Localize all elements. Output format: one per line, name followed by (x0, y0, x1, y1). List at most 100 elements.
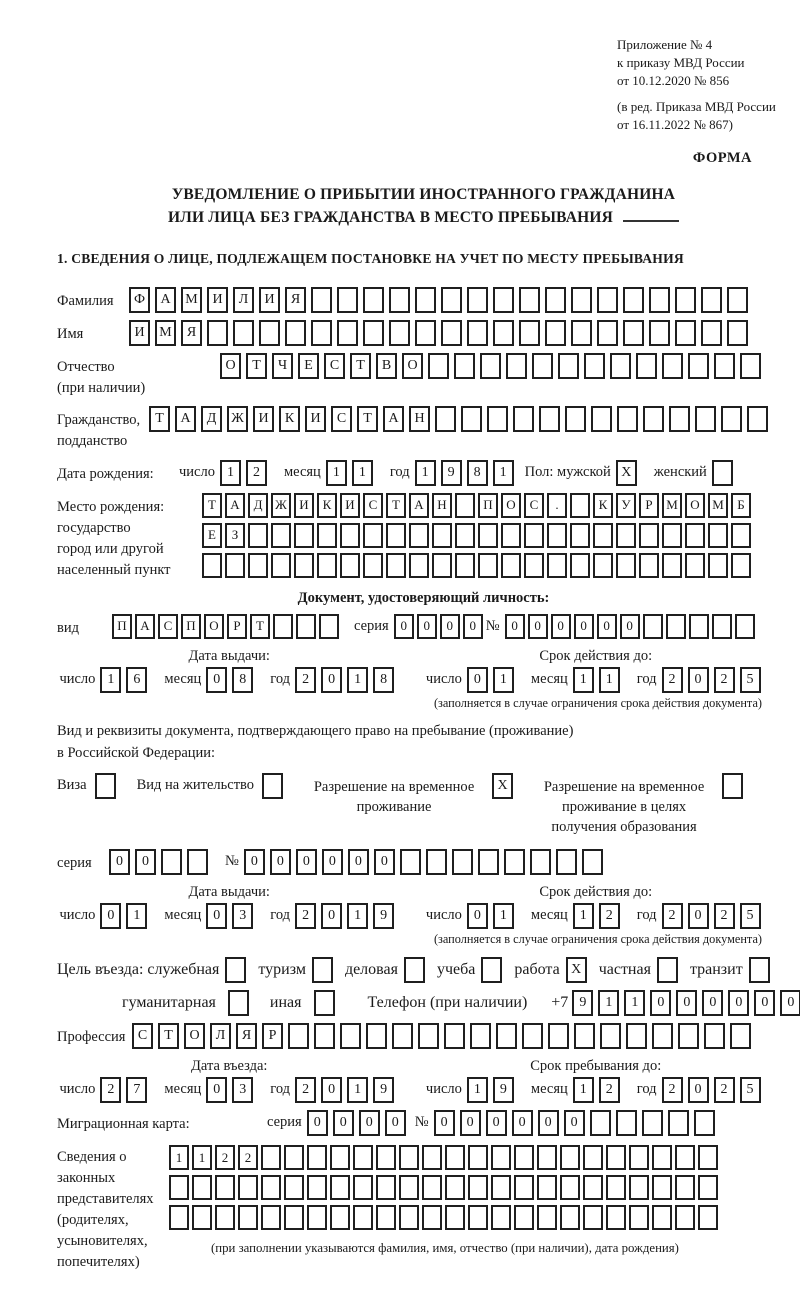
birth-place-row1-cell-15[interactable]: . (547, 492, 567, 518)
citizenship-cell-3[interactable]: Ж (227, 406, 248, 433)
birth-place-row2-cell-10[interactable] (432, 522, 452, 548)
birth-place-row3-cell-8[interactable] (386, 552, 406, 578)
representatives-row1-cell-10[interactable] (399, 1145, 419, 1171)
profession-cell-20[interactable] (652, 1023, 673, 1050)
birth-day-cell-0[interactable]: 1 (219, 459, 241, 486)
sex-male-checkbox[interactable]: X (615, 459, 637, 486)
residence-number-cell-2[interactable]: 0 (295, 849, 317, 876)
given-name-cell-5[interactable] (259, 320, 280, 347)
patronymic-cell-4[interactable]: С (324, 353, 345, 380)
purpose-humanitarian-checkbox[interactable] (227, 990, 249, 1017)
surname-cell-2[interactable]: М (181, 287, 202, 314)
residence-valid-day-cell-0[interactable]: 0 (466, 903, 488, 930)
identity-issue-month-cell-0[interactable]: 0 (206, 666, 228, 693)
phone-cell-0[interactable]: 9 (572, 990, 594, 1017)
birth-place-row1-cell-22[interactable]: М (708, 492, 728, 518)
residence-valid-month-cell-1[interactable]: 2 (598, 903, 620, 930)
given-name-cell-8[interactable] (337, 320, 358, 347)
birth-place-row2-cell-14[interactable] (524, 522, 544, 548)
phone-cell-3[interactable]: 0 (650, 990, 672, 1017)
birth-year-cell-1[interactable]: 9 (440, 459, 462, 486)
purpose-official-checkbox[interactable] (225, 957, 247, 984)
representatives-row3-cell-10[interactable] (399, 1205, 419, 1231)
entry-day-cell-0[interactable]: 2 (100, 1077, 122, 1104)
birth-place-row2-cell-0[interactable]: Е (202, 522, 222, 548)
representatives-row2-cell-12[interactable] (445, 1175, 465, 1201)
representatives-row1-cell-7[interactable] (330, 1145, 350, 1171)
representatives-row3-cell-20[interactable] (629, 1205, 649, 1231)
migration-number-cell-1[interactable]: 0 (459, 1110, 481, 1137)
birth-place-row3-cell-3[interactable] (271, 552, 291, 578)
migration-number-cell-7[interactable] (615, 1110, 637, 1137)
representatives-row2-cell-0[interactable] (169, 1175, 189, 1201)
stay-year-cell-3[interactable]: 5 (739, 1077, 761, 1104)
birth-place-row3-cell-1[interactable] (225, 552, 245, 578)
birth-place-row1-cell-9[interactable]: А (409, 492, 429, 518)
residence-series-cell-1[interactable]: 0 (135, 849, 156, 876)
identity-issue-year-cell-3[interactable]: 8 (373, 666, 395, 693)
birth-place-row2-cell-12[interactable] (478, 522, 498, 548)
profession-cell-18[interactable] (600, 1023, 621, 1050)
patronymic-cell-11[interactable] (506, 353, 527, 380)
residence-number-cell-11[interactable] (529, 849, 551, 876)
phone-cell-6[interactable]: 0 (728, 990, 750, 1017)
surname-cell-4[interactable]: Л (233, 287, 254, 314)
residence-number-cell-9[interactable] (477, 849, 499, 876)
birth-place-row3-cell-15[interactable] (547, 552, 567, 578)
birth-place-row2-cell-13[interactable] (501, 522, 521, 548)
representatives-row3-cell-15[interactable] (514, 1205, 534, 1231)
surname-cell-13[interactable] (467, 287, 488, 314)
residence-issue-day-cell-1[interactable]: 1 (126, 903, 148, 930)
stay-day-cell-0[interactable]: 1 (466, 1077, 488, 1104)
birth-place-row3-cell-7[interactable] (363, 552, 383, 578)
representatives-row1-cell-6[interactable] (307, 1145, 327, 1171)
citizenship-cell-11[interactable] (435, 406, 456, 433)
given-name-cell-18[interactable] (597, 320, 618, 347)
given-name-cell-12[interactable] (441, 320, 462, 347)
residence-number-cell-3[interactable]: 0 (321, 849, 343, 876)
birth-place-row1-cell-13[interactable]: О (501, 492, 521, 518)
representatives-row3-cell-0[interactable] (169, 1205, 189, 1231)
entry-year-cell-3[interactable]: 9 (373, 1077, 395, 1104)
birth-place-row2-cell-11[interactable] (455, 522, 475, 548)
given-name-cell-1[interactable]: М (155, 320, 176, 347)
surname-cell-12[interactable] (441, 287, 462, 314)
citizenship-cell-21[interactable] (695, 406, 716, 433)
profession-cell-13[interactable] (470, 1023, 491, 1050)
citizenship-cell-13[interactable] (487, 406, 508, 433)
given-name-cell-9[interactable] (363, 320, 384, 347)
representatives-row1-cell-11[interactable] (422, 1145, 442, 1171)
representatives-row2-cell-8[interactable] (353, 1175, 373, 1201)
surname-cell-11[interactable] (415, 287, 436, 314)
representatives-row2-cell-16[interactable] (537, 1175, 557, 1201)
citizenship-cell-14[interactable] (513, 406, 534, 433)
representatives-row1-cell-8[interactable] (353, 1145, 373, 1171)
representatives-row1-cell-22[interactable] (675, 1145, 695, 1171)
entry-year-cell-0[interactable]: 2 (295, 1077, 317, 1104)
birth-place-row1-cell-16[interactable] (570, 492, 590, 518)
birth-place-row3-cell-2[interactable] (248, 552, 268, 578)
representatives-row1-cell-2[interactable]: 2 (215, 1145, 235, 1171)
birth-place-row2-cell-21[interactable] (685, 522, 705, 548)
birth-year-cell-2[interactable]: 8 (466, 459, 488, 486)
birth-place-row1-cell-23[interactable]: Б (731, 492, 751, 518)
representatives-row3-cell-6[interactable] (307, 1205, 327, 1231)
representatives-row2-cell-20[interactable] (629, 1175, 649, 1201)
representatives-row1-cell-17[interactable] (560, 1145, 580, 1171)
birth-place-row3-cell-14[interactable] (524, 552, 544, 578)
profession-cell-11[interactable] (418, 1023, 439, 1050)
phone-cell-8[interactable]: 0 (780, 990, 800, 1017)
birth-place-row2-cell-15[interactable] (547, 522, 567, 548)
representatives-row2-cell-11[interactable] (422, 1175, 442, 1201)
doc-series-cell-2[interactable]: 0 (439, 613, 460, 639)
citizenship-cell-19[interactable] (643, 406, 664, 433)
phone-cell-7[interactable]: 0 (754, 990, 776, 1017)
stay-year-cell-0[interactable]: 2 (661, 1077, 683, 1104)
surname-cell-0[interactable]: Ф (129, 287, 150, 314)
citizenship-cell-22[interactable] (721, 406, 742, 433)
representatives-row2-cell-13[interactable] (468, 1175, 488, 1201)
representatives-row3-cell-4[interactable] (261, 1205, 281, 1231)
birth-place-row1-cell-5[interactable]: К (317, 492, 337, 518)
identity-valid-day-cell-1[interactable]: 1 (492, 666, 514, 693)
doc-number-cell-9[interactable] (711, 613, 732, 639)
